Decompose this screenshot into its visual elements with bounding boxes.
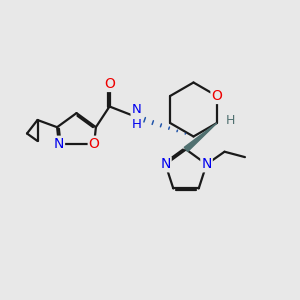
Text: O: O: [212, 89, 222, 103]
Text: H: H: [225, 114, 235, 127]
Polygon shape: [184, 123, 217, 152]
Text: N: N: [160, 157, 171, 171]
Text: N: N: [201, 157, 212, 171]
Text: O: O: [89, 137, 100, 151]
Text: N
H: N H: [132, 103, 141, 131]
Text: N: N: [54, 137, 64, 151]
Text: O: O: [104, 77, 115, 91]
